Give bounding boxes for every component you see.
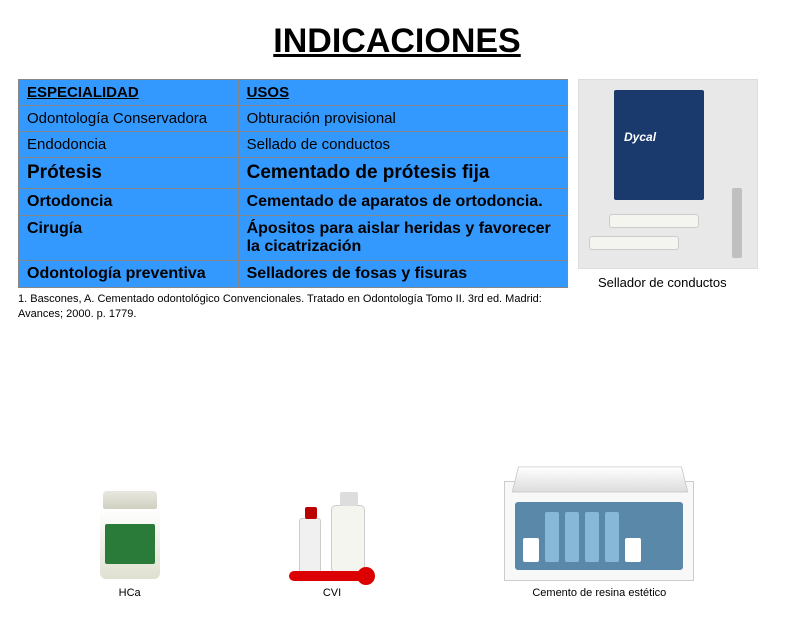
product-resin: Cemento de resina estético — [504, 481, 694, 599]
bottom-products-row: HCa CVI Cemento de resina estético — [0, 481, 794, 599]
cell-usos: Cementado de aparatos de ortodoncia. — [238, 189, 567, 216]
cell-especialidad: Endodoncia — [19, 132, 239, 158]
table-header-especialidad: ESPECIALIDAD — [19, 80, 239, 106]
right-image-caption: Sellador de conductos — [598, 275, 776, 290]
cell-especialidad: Odontología Conservadora — [19, 106, 239, 132]
indications-table-area: ESPECIALIDADUSOS Odontología Conservador… — [18, 79, 568, 323]
page-title: INDICACIONES — [0, 22, 794, 61]
cell-especialidad: Odontología preventiva — [19, 261, 239, 288]
dycal-box-graphic — [614, 90, 704, 200]
cell-especialidad: Cirugía — [19, 216, 239, 261]
dycal-label: Dycal — [624, 130, 656, 144]
resin-kit-graphic — [504, 481, 694, 581]
product-cvi: CVI — [299, 505, 365, 599]
cell-especialidad: Ortodoncia — [19, 189, 239, 216]
cell-usos: Obturación provisional — [238, 106, 567, 132]
table-row: Odontología preventivaSelladores de fosa… — [19, 261, 568, 288]
cvi-label: CVI — [323, 587, 341, 599]
table-row: OrtodonciaCementado de aparatos de ortod… — [19, 189, 568, 216]
cell-usos: Sellado de conductos — [238, 132, 567, 158]
hca-label: HCa — [119, 587, 141, 599]
spatula-graphic — [732, 188, 742, 258]
cell-especialidad: Prótesis — [19, 158, 239, 189]
resin-label: Cemento de resina estético — [532, 587, 666, 599]
cell-usos: Ápositos para aislar heridas y favorecer… — [238, 216, 567, 261]
product-hca: HCa — [100, 491, 160, 599]
indications-table: ESPECIALIDADUSOS Odontología Conservador… — [18, 79, 568, 288]
table-header-usos: USOS — [238, 80, 567, 106]
cvi-bottles-graphic — [299, 505, 365, 573]
table-row: PrótesisCementado de prótesis fija — [19, 158, 568, 189]
cell-usos: Selladores de fosas y fisuras — [238, 261, 567, 288]
table-row: EndodonciaSellado de conductos — [19, 132, 568, 158]
table-row: Odontología ConservadoraObturación provi… — [19, 106, 568, 132]
citation-text: 1. Bascones, A. Cementado odontológico C… — [18, 292, 578, 323]
hca-jar-graphic — [100, 491, 160, 581]
tube-graphic — [609, 214, 699, 228]
table-row: CirugíaÁpositos para aislar heridas y fa… — [19, 216, 568, 261]
right-column: Dycal Sellador de conductos — [568, 79, 776, 290]
dycal-product-image: Dycal — [578, 79, 758, 269]
cell-usos: Cementado de prótesis fija — [238, 158, 567, 189]
tube-graphic — [589, 236, 679, 250]
main-content: ESPECIALIDADUSOS Odontología Conservador… — [0, 79, 794, 323]
